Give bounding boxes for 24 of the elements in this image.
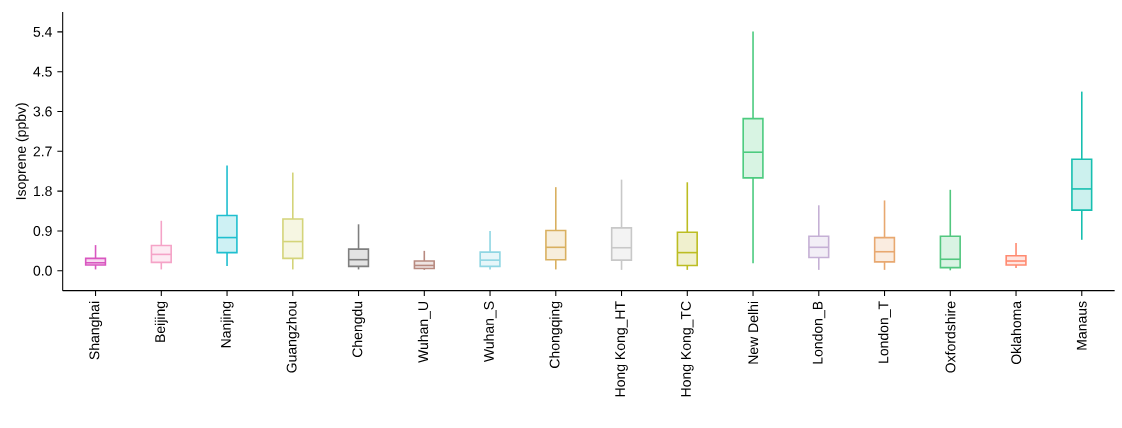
y-tick-label: 2.7 bbox=[33, 146, 52, 157]
x-tick-label: Guangzhou bbox=[286, 301, 300, 373]
x-tick-label: Wuhan_U bbox=[417, 302, 431, 363]
x-tick-label: Oxfordshire bbox=[945, 301, 956, 373]
x-tick-label: Shanghai bbox=[89, 301, 103, 360]
x-tick-label: New Delhi bbox=[747, 301, 759, 364]
x-tick-label: Manaus bbox=[1076, 301, 1087, 350]
y-axis-title: Isoprene (ppbv) bbox=[15, 103, 29, 200]
y-tick-label: 0.9 bbox=[33, 226, 52, 236]
y-tick-label: 3.6 bbox=[33, 106, 52, 117]
x-tick-label: Wuhan_S bbox=[483, 301, 497, 363]
y-tick-label: 4.5 bbox=[33, 66, 52, 77]
x-tick-label: Beijing bbox=[154, 301, 168, 342]
x-tick-label: Chongqing bbox=[549, 301, 563, 368]
x-tick-label: Chengdu bbox=[352, 301, 366, 358]
x-tick-label: Nanjing bbox=[220, 301, 234, 348]
x-tick-label: Oklahoma bbox=[1010, 300, 1022, 365]
x-tick-label: Hong Kong_HT bbox=[615, 301, 628, 397]
y-tick-label: 1.8 bbox=[34, 186, 52, 197]
x-tick-label: London_B bbox=[812, 301, 826, 364]
y-tick-label: 0.0 bbox=[33, 265, 52, 276]
x-tick-label: London_T bbox=[878, 301, 891, 363]
y-tick-label: 5.4 bbox=[33, 27, 52, 37]
x-tick-label: Hong Kong_TC bbox=[680, 301, 694, 397]
